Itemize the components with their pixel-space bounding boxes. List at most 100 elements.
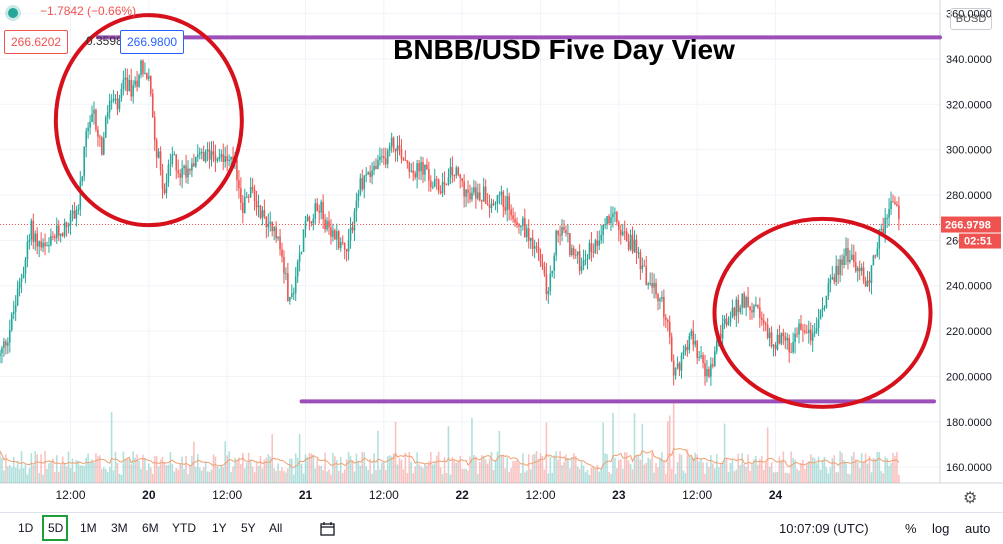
candle-body xyxy=(753,305,755,313)
volume-bar xyxy=(635,455,638,483)
candle-body xyxy=(300,251,303,254)
goto-date-icon[interactable] xyxy=(320,521,336,537)
volume-bar xyxy=(322,470,324,483)
candle-body xyxy=(347,240,350,252)
volume-bar xyxy=(357,460,360,483)
y-tick-label: 180.0000 xyxy=(946,417,992,429)
timeframe-1d[interactable]: 1D xyxy=(18,521,34,535)
volume-bar xyxy=(447,426,450,483)
timeframe-ytd[interactable]: YTD xyxy=(172,521,196,535)
candle-body xyxy=(418,163,420,172)
volume-bar xyxy=(83,465,86,483)
candle-body xyxy=(202,151,205,162)
volume-bar xyxy=(279,470,281,483)
volume-bar xyxy=(572,452,575,483)
volume-bar xyxy=(670,468,673,483)
currency-badge[interactable]: BUSD xyxy=(950,8,992,30)
candle-body xyxy=(890,201,892,209)
price-chart[interactable]: BNBB/USD Five Day View 160.0000 180.0000 20… xyxy=(0,0,1003,512)
log-toggle[interactable]: log xyxy=(932,521,950,536)
volume-bar xyxy=(214,456,217,483)
volume-bar xyxy=(876,451,879,483)
volume-bar xyxy=(398,458,401,483)
timeframe-3m[interactable]: 3M xyxy=(111,521,128,535)
candle-body xyxy=(641,265,644,269)
volume-bar xyxy=(455,463,458,483)
volume-bar xyxy=(439,467,442,483)
candle-body xyxy=(876,248,879,256)
candle-body xyxy=(230,156,232,160)
candle-body xyxy=(780,332,783,344)
volume-bar xyxy=(93,462,95,483)
volume-bar xyxy=(451,456,454,483)
candle-body xyxy=(179,173,181,178)
candle-body xyxy=(496,195,499,204)
volume-bar xyxy=(355,453,358,483)
timeframe-6m[interactable]: 6M xyxy=(142,521,159,535)
volume-bar xyxy=(112,470,115,483)
candle-body xyxy=(12,311,15,314)
volume-bar xyxy=(48,463,50,483)
volume-bar xyxy=(210,469,213,483)
volume-bar xyxy=(743,464,745,483)
volume-bar xyxy=(337,470,340,483)
candle-body xyxy=(804,330,806,333)
candle-body xyxy=(206,149,209,152)
volume-bar xyxy=(815,463,818,483)
volume-bar xyxy=(230,472,232,483)
volume-bar xyxy=(488,458,491,483)
candle-body xyxy=(723,318,726,324)
volume-bar xyxy=(277,463,279,483)
candle-body xyxy=(142,60,144,74)
timeframe-1m[interactable]: 1M xyxy=(80,521,97,535)
volume-bar xyxy=(238,457,240,483)
volume-bar xyxy=(837,472,839,483)
ask-price-box[interactable]: 266.9800 xyxy=(120,30,185,54)
candle-body xyxy=(527,228,530,241)
candle-body xyxy=(306,216,309,221)
auto-toggle[interactable]: auto xyxy=(965,521,991,536)
price-change: −1.7842 (−0.66%) xyxy=(40,4,137,18)
volume-bar xyxy=(77,460,80,483)
candle-body xyxy=(379,156,381,161)
candle-body xyxy=(447,177,450,185)
volume-bar xyxy=(823,456,826,483)
timeframe-1y[interactable]: 1Y xyxy=(212,521,227,535)
candle-body xyxy=(580,266,583,271)
volume-bar xyxy=(97,456,99,483)
candle-body xyxy=(410,170,413,172)
volume-bar xyxy=(267,453,270,483)
candle-body xyxy=(104,117,107,138)
candle-body xyxy=(655,282,657,295)
candle-body xyxy=(665,317,667,320)
candle-body xyxy=(157,151,160,158)
volume-bar xyxy=(518,463,520,483)
bid-price-box[interactable]: 266.6202 xyxy=(4,30,69,54)
volume-bar xyxy=(529,469,532,483)
candle-body xyxy=(529,237,532,241)
candle-body xyxy=(888,208,890,218)
volume-bar xyxy=(165,465,168,483)
timeframe-5y[interactable]: 5Y xyxy=(241,521,256,535)
volume-bar xyxy=(794,459,796,483)
percent-toggle[interactable]: % xyxy=(905,521,917,536)
volume-bar xyxy=(486,463,489,483)
candle-body xyxy=(835,265,838,282)
candle-body xyxy=(294,276,297,293)
clock[interactable]: 10:07:09 (UTC) xyxy=(779,521,869,536)
settings-gear-icon[interactable]: ⚙ xyxy=(963,490,978,507)
countdown-label: 02:51 xyxy=(964,236,992,248)
candle-body xyxy=(334,230,336,240)
timeframe-5d[interactable]: 5D xyxy=(48,521,64,535)
candle-body xyxy=(155,140,158,158)
timeframe-all[interactable]: All xyxy=(269,521,283,535)
candle-body xyxy=(475,187,477,199)
candle-body xyxy=(193,163,195,167)
volume-bar xyxy=(623,452,626,483)
candle-body xyxy=(298,253,301,262)
candle-body xyxy=(406,160,409,163)
volume-bar xyxy=(645,462,648,483)
candle-body xyxy=(22,274,25,279)
volume-bar xyxy=(347,451,350,483)
